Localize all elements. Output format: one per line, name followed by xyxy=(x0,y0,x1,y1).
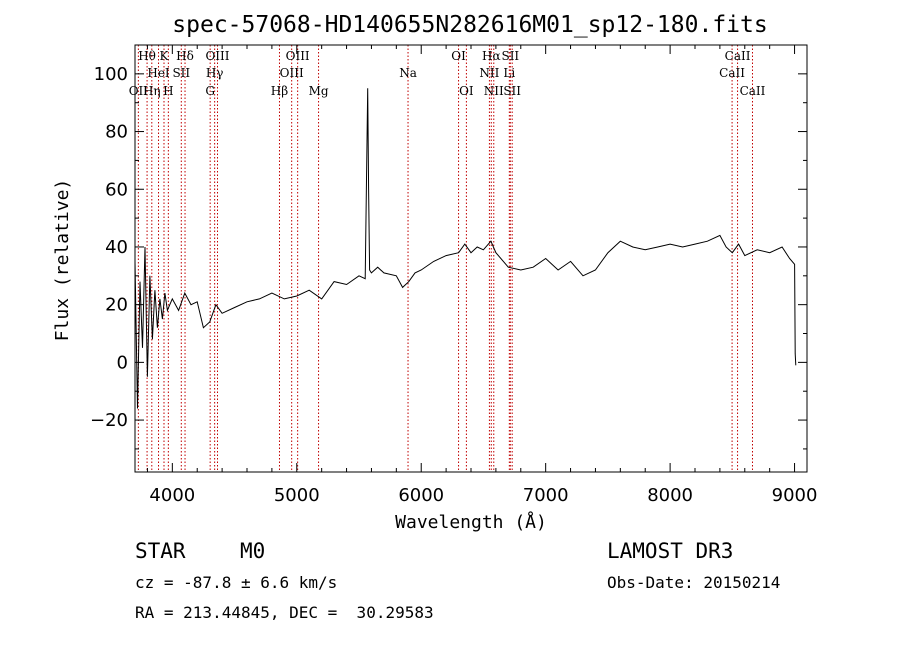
line-label: NII xyxy=(484,84,504,98)
line-label: HeI xyxy=(147,66,170,80)
line-label: OI xyxy=(451,49,466,63)
line-label: SII xyxy=(172,66,190,80)
line-label: Li xyxy=(503,66,515,80)
y-tick-label: 80 xyxy=(105,122,128,143)
line-label: OII xyxy=(129,84,149,98)
line-label: OIII xyxy=(205,49,229,63)
y-tick-label: 100 xyxy=(94,64,128,85)
line-label: Mg xyxy=(309,84,329,98)
object-class: STAR xyxy=(135,539,186,563)
line-label: Hδ xyxy=(176,49,194,63)
line-label: Na xyxy=(399,66,417,80)
chart-title: spec-57068-HD140655N282616M01_sp12-180.f… xyxy=(172,12,767,38)
line-label: CaII xyxy=(740,84,766,98)
line-label: CaII xyxy=(725,49,751,63)
line-label: H xyxy=(163,84,173,98)
object-subclass: M0 xyxy=(240,539,266,563)
x-axis-label: Wavelength (Å) xyxy=(395,511,547,533)
line-label: CaII xyxy=(719,66,745,80)
ra-dec: RA = 213.44845, DEC = 30.29583 xyxy=(135,603,434,622)
y-tick-label: 60 xyxy=(105,179,128,200)
x-tick-label: 9000 xyxy=(772,485,818,506)
y-axis-ticks: −20 0 20 40 60 80 100 xyxy=(90,44,807,450)
line-label: OIII xyxy=(286,49,310,63)
line-label: OIII xyxy=(280,66,304,80)
line-label: NII xyxy=(479,66,499,80)
line-label: Hη xyxy=(143,84,161,98)
line-markers xyxy=(137,45,753,472)
y-tick-label: 20 xyxy=(105,295,128,316)
line-label: Hβ xyxy=(271,84,288,98)
y-tick-label: −20 xyxy=(90,410,128,431)
line-labels: OII Hθ Hη HeI K H SII Hδ G Hγ OIII Hβ OIII OIII Mg Na OI… xyxy=(129,49,766,98)
line-label: Hγ xyxy=(206,66,224,80)
y-tick-label: 0 xyxy=(117,352,128,373)
x-tick-label: 7000 xyxy=(523,485,569,506)
y-tick-label: 40 xyxy=(105,237,128,258)
line-label: K xyxy=(160,49,170,63)
line-label: SII xyxy=(501,49,519,63)
y-axis-label: Flux (relative) xyxy=(52,179,73,342)
redshift-cz: cz = -87.8 ± 6.6 km/s xyxy=(135,573,338,592)
line-label: Hα xyxy=(482,49,501,63)
line-label: Hθ xyxy=(138,49,156,63)
obs-date: Obs-Date: 20150214 xyxy=(607,573,781,592)
line-label: OI xyxy=(459,84,474,98)
plot-frame xyxy=(134,44,808,473)
spectrum-line xyxy=(134,88,797,409)
x-tick-label: 4000 xyxy=(149,485,195,506)
x-axis-ticks: 4000 5000 6000 7000 8000 9000 xyxy=(146,45,818,506)
line-label: SII xyxy=(503,84,521,98)
survey-name: LAMOST DR3 xyxy=(607,539,734,563)
x-tick-label: 6000 xyxy=(398,485,444,506)
x-tick-label: 5000 xyxy=(274,485,320,506)
line-label: G xyxy=(205,84,215,98)
x-tick-label: 8000 xyxy=(647,485,693,506)
